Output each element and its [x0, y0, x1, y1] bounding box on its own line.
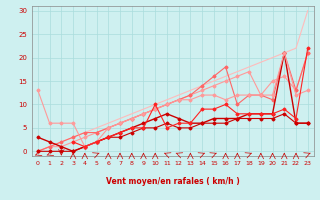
X-axis label: Vent moyen/en rafales ( km/h ): Vent moyen/en rafales ( km/h ) [106, 177, 240, 186]
